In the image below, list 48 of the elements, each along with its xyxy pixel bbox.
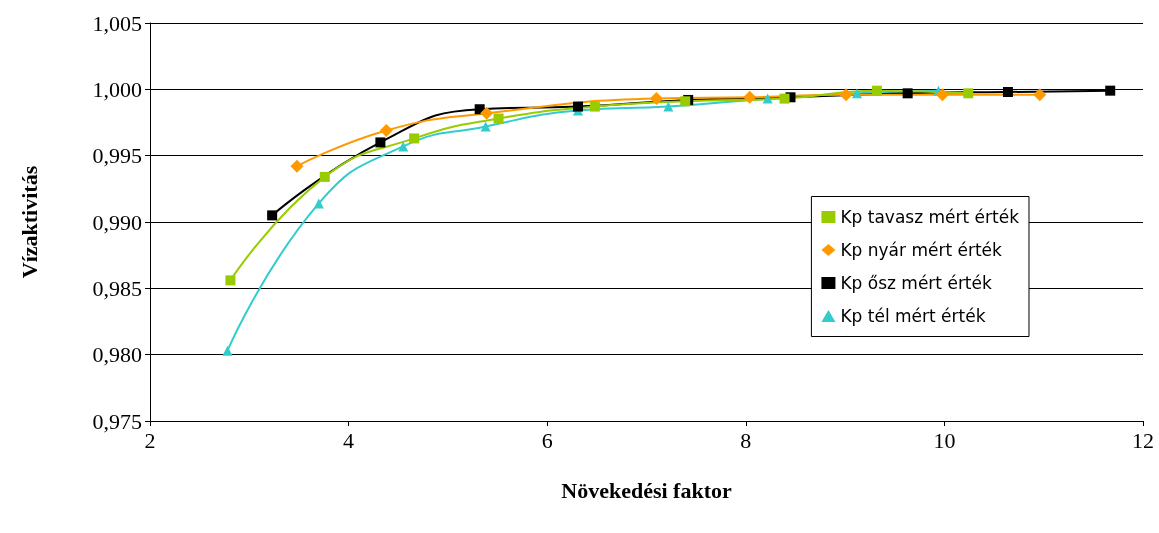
point <box>649 92 663 106</box>
point <box>375 137 386 148</box>
legend-label: Kp tél mért érték <box>840 306 986 326</box>
point <box>852 88 863 99</box>
point <box>222 345 233 356</box>
point <box>313 198 324 209</box>
point <box>762 93 773 104</box>
x-tick-label: 4 <box>343 427 355 453</box>
point <box>398 141 409 152</box>
point <box>871 85 882 96</box>
y-tick-label: 0,980 <box>92 342 142 368</box>
x-axis-title: Növekedési faktor <box>561 477 732 503</box>
point <box>267 210 278 221</box>
point <box>290 159 304 173</box>
legend-label: Kp nyár mért érték <box>840 240 1003 260</box>
point <box>839 88 853 102</box>
point <box>572 101 583 112</box>
point <box>480 106 494 120</box>
x-tick-label: 2 <box>144 427 156 453</box>
legend-label: Kp tavasz mért érték <box>840 207 1020 227</box>
point <box>589 101 600 112</box>
y-tick-label: 0,990 <box>92 209 142 235</box>
point <box>379 123 393 137</box>
x-tick-label: 10 <box>933 427 956 453</box>
point <box>963 88 974 99</box>
point <box>319 171 330 182</box>
point <box>902 88 913 99</box>
point <box>935 88 949 102</box>
y-tick-label: 0,985 <box>92 275 142 301</box>
x-tick-label: 12 <box>1132 427 1154 453</box>
y-axis-title: Vízaktivitás <box>16 165 42 279</box>
point <box>409 133 420 144</box>
legend-label: Kp ősz mért érték <box>840 273 992 293</box>
y-tick-label: 0,995 <box>92 143 142 169</box>
point <box>480 121 491 132</box>
point <box>743 90 757 104</box>
x-tick-label: 8 <box>740 427 752 453</box>
point <box>493 113 504 124</box>
x-tick-label: 6 <box>541 427 553 453</box>
point <box>225 275 236 286</box>
point <box>1105 85 1116 96</box>
y-tick-label: 1,005 <box>92 10 142 36</box>
point <box>779 93 790 104</box>
y-tick-label: 1,000 <box>92 76 142 102</box>
point <box>1033 88 1047 102</box>
point <box>1002 86 1013 97</box>
point <box>663 101 674 112</box>
y-tick-label: 0,975 <box>92 408 142 434</box>
